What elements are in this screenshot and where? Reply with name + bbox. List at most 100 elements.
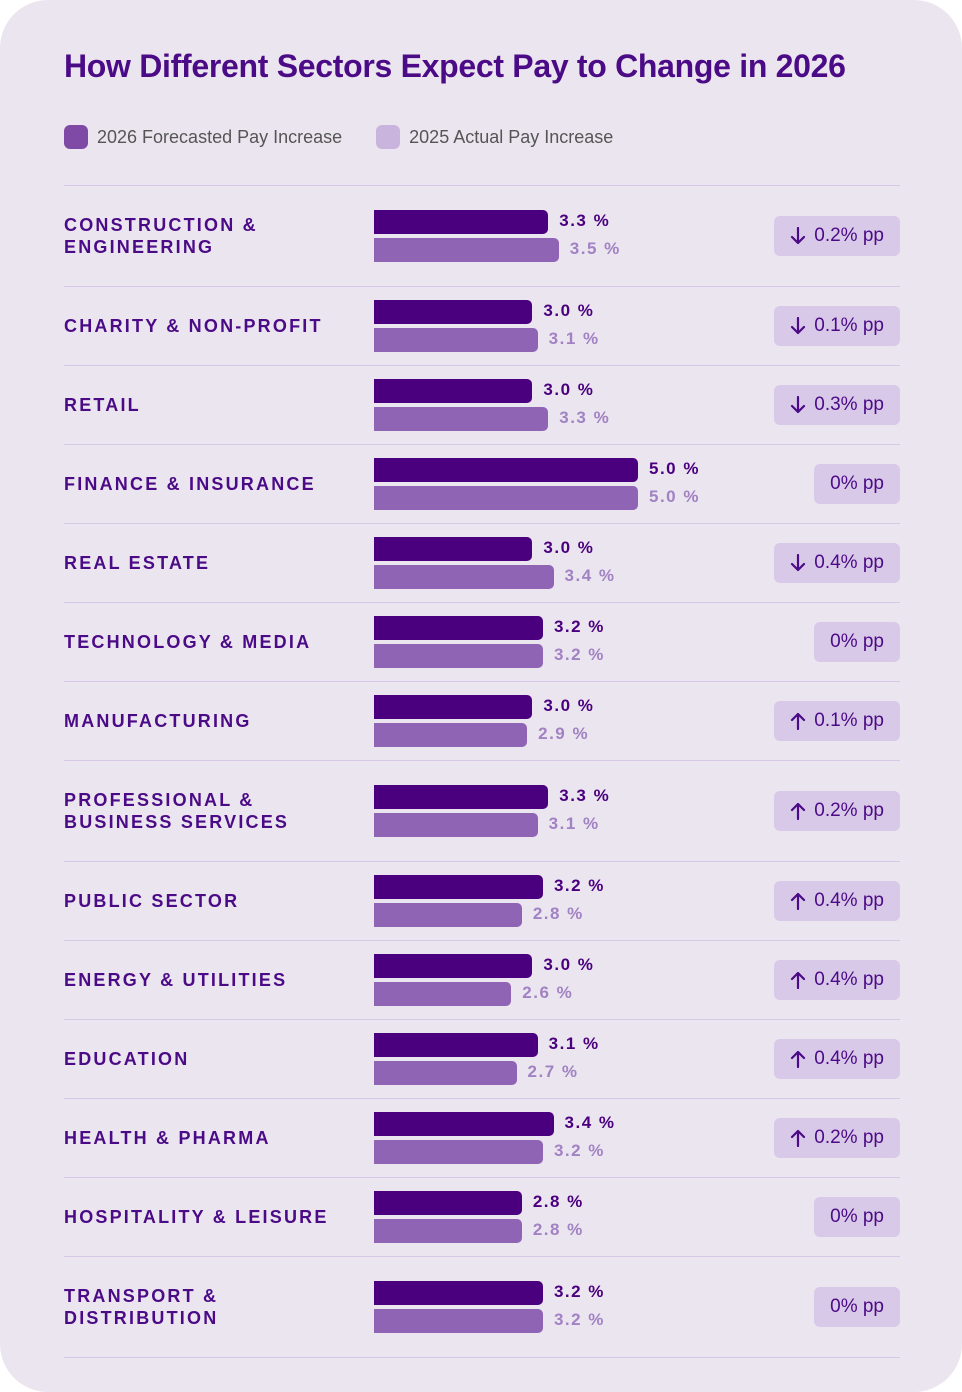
arrow-down-icon xyxy=(790,396,806,414)
value-label-forecast: 3.0 % xyxy=(543,301,595,320)
change-badge: 0.2% pp xyxy=(774,791,900,831)
chart-title: How Different Sectors Expect Pay to Chan… xyxy=(64,48,846,84)
category-label-line: DISTRIBUTION xyxy=(64,1308,219,1328)
category-label: PUBLIC SECTOR xyxy=(64,890,354,912)
chart-row: FINANCE & INSURANCE 5.0 % 5.0 % 0% pp xyxy=(64,445,900,524)
category-label-line: TRANSPORT & xyxy=(64,1286,219,1306)
change-value: 0% pp xyxy=(830,1296,884,1317)
arrow-up-icon xyxy=(790,1050,806,1068)
bar-actual xyxy=(374,486,638,510)
arrow-up-icon xyxy=(790,892,806,910)
change-badge: 0.4% pp xyxy=(774,881,900,921)
bar-forecast xyxy=(374,300,533,324)
chart-row: PUBLIC SECTOR 3.2 % 2.8 % 0.4% pp xyxy=(64,862,900,941)
value-label-actual: 5.0 % xyxy=(649,487,700,506)
category-label-line: REAL ESTATE xyxy=(64,553,211,573)
bar-forecast xyxy=(374,1033,538,1057)
category-label-line: PROFESSIONAL & xyxy=(64,790,255,810)
category-label-line: HOSPITALITY & LEISURE xyxy=(64,1207,329,1227)
change-value: 0% pp xyxy=(830,631,884,652)
category-label: REAL ESTATE xyxy=(64,552,354,574)
category-label-line: FINANCE & INSURANCE xyxy=(64,474,316,494)
value-label-forecast: 2.8 % xyxy=(532,1192,584,1211)
change-badge: 0% pp xyxy=(814,1287,900,1327)
change-badge: 0% pp xyxy=(814,1197,900,1237)
category-label-line: RETAIL xyxy=(64,395,141,415)
legend-label-actual: 2025 Actual Pay Increase xyxy=(409,126,614,147)
change-badge: 0.1% pp xyxy=(774,701,900,741)
value-label-actual: 3.2 % xyxy=(553,1141,605,1160)
chart-row: CHARITY & NON-PROFIT 3.0 % 3.1 % 0.1% pp xyxy=(64,287,900,366)
category-label: HEALTH & PHARMA xyxy=(64,1127,354,1149)
change-badge: 0.4% pp xyxy=(774,960,900,1000)
change-value: 0.2% pp xyxy=(814,225,884,246)
bar-forecast xyxy=(374,616,543,640)
change-badge: 0% pp xyxy=(814,464,900,504)
change-badge: 0.1% pp xyxy=(774,306,900,346)
chart-row: HEALTH & PHARMA 3.4 % 3.2 % 0.2% pp xyxy=(64,1099,900,1178)
change-badge: 0.4% pp xyxy=(774,1039,900,1079)
category-label-line: CONSTRUCTION & xyxy=(64,215,258,235)
change-value: 0% pp xyxy=(830,473,884,494)
chart-row: ENERGY & UTILITIES 3.0 % 2.6 % 0.4% pp xyxy=(64,941,900,1020)
chart-rows: CONSTRUCTION & ENGINEERING 3.3 % 3.5 % 0.2% … xyxy=(64,185,900,1358)
bar-forecast xyxy=(374,1281,543,1305)
category-label-line: CHARITY & NON-PROFIT xyxy=(64,316,323,336)
change-value: 0.3% pp xyxy=(814,394,884,415)
category-label: FINANCE & INSURANCE xyxy=(64,473,354,495)
chart-row: PROFESSIONAL & BUSINESS SERVICES 3.3 % 3.1 … xyxy=(64,761,900,862)
bar-actual xyxy=(374,1061,517,1085)
category-label: CONSTRUCTION & ENGINEERING xyxy=(64,214,354,258)
category-label-line: BUSINESS SERVICES xyxy=(64,812,290,832)
bar-actual xyxy=(374,1309,543,1333)
change-value: 0.4% pp xyxy=(814,969,884,990)
legend-swatch-forecast xyxy=(64,125,88,149)
change-badge: 0.2% pp xyxy=(774,1118,900,1158)
value-label-forecast: 3.3 % xyxy=(559,211,611,230)
value-label-forecast: 3.2 % xyxy=(553,617,605,636)
bar-actual xyxy=(374,238,559,262)
bar-actual xyxy=(374,813,538,837)
category-label: MANUFACTURING xyxy=(64,710,354,732)
chart-row: TECHNOLOGY & MEDIA 3.2 % 3.2 % 0% pp xyxy=(64,603,900,682)
category-label: TRANSPORT & DISTRIBUTION xyxy=(64,1285,354,1329)
value-label-actual: 2.9 % xyxy=(538,724,590,743)
legend-swatch-actual xyxy=(376,125,401,149)
value-label-forecast: 3.0 % xyxy=(543,696,595,715)
bar-actual xyxy=(374,903,522,927)
category-label-line: TECHNOLOGY & MEDIA xyxy=(64,632,312,652)
arrow-up-icon xyxy=(790,1129,806,1147)
category-label: PROFESSIONAL & BUSINESS SERVICES xyxy=(64,789,354,833)
change-value: 0.4% pp xyxy=(814,552,884,573)
change-value: 0% pp xyxy=(830,1206,884,1227)
category-label-line: PUBLIC SECTOR xyxy=(64,891,240,911)
value-label-actual: 2.8 % xyxy=(532,1220,584,1239)
value-label-actual: 3.1 % xyxy=(548,329,600,348)
legend-item-actual: 2025 Actual Pay Increase xyxy=(376,125,613,149)
category-label-line: EDUCATION xyxy=(64,1049,190,1069)
change-value: 0.1% pp xyxy=(814,710,884,731)
value-label-actual: 3.3 % xyxy=(559,408,611,427)
category-label: EDUCATION xyxy=(64,1048,354,1070)
value-label-forecast: 3.2 % xyxy=(553,1282,605,1301)
change-value: 0.4% pp xyxy=(814,890,884,911)
change-badge: 0.4% pp xyxy=(774,543,900,583)
arrow-up-icon xyxy=(790,802,806,820)
arrow-down-icon xyxy=(790,317,806,335)
chart-row: CONSTRUCTION & ENGINEERING 3.3 % 3.5 % 0.2% … xyxy=(64,186,900,287)
chart-row: EDUCATION 3.1 % 2.7 % 0.4% pp xyxy=(64,1020,900,1099)
bar-forecast xyxy=(374,875,543,899)
value-label-actual: 3.2 % xyxy=(553,1310,605,1329)
category-label: ENERGY & UTILITIES xyxy=(64,969,354,991)
chart-row: TRANSPORT & DISTRIBUTION 3.2 % 3.2 % 0% pp xyxy=(64,1257,900,1358)
change-value: 0.2% pp xyxy=(814,800,884,821)
arrow-down-icon xyxy=(790,227,806,245)
value-label-actual: 2.8 % xyxy=(532,904,584,923)
category-label: RETAIL xyxy=(64,394,354,416)
value-label-forecast: 3.2 % xyxy=(553,876,605,895)
value-label-actual: 2.7 % xyxy=(527,1062,579,1081)
value-label-actual: 2.6 % xyxy=(522,983,574,1002)
value-label-forecast: 3.0 % xyxy=(543,380,595,399)
chart-row: REAL ESTATE 3.0 % 3.4 % 0.4% pp xyxy=(64,524,900,603)
value-label-actual: 3.2 % xyxy=(553,645,605,664)
